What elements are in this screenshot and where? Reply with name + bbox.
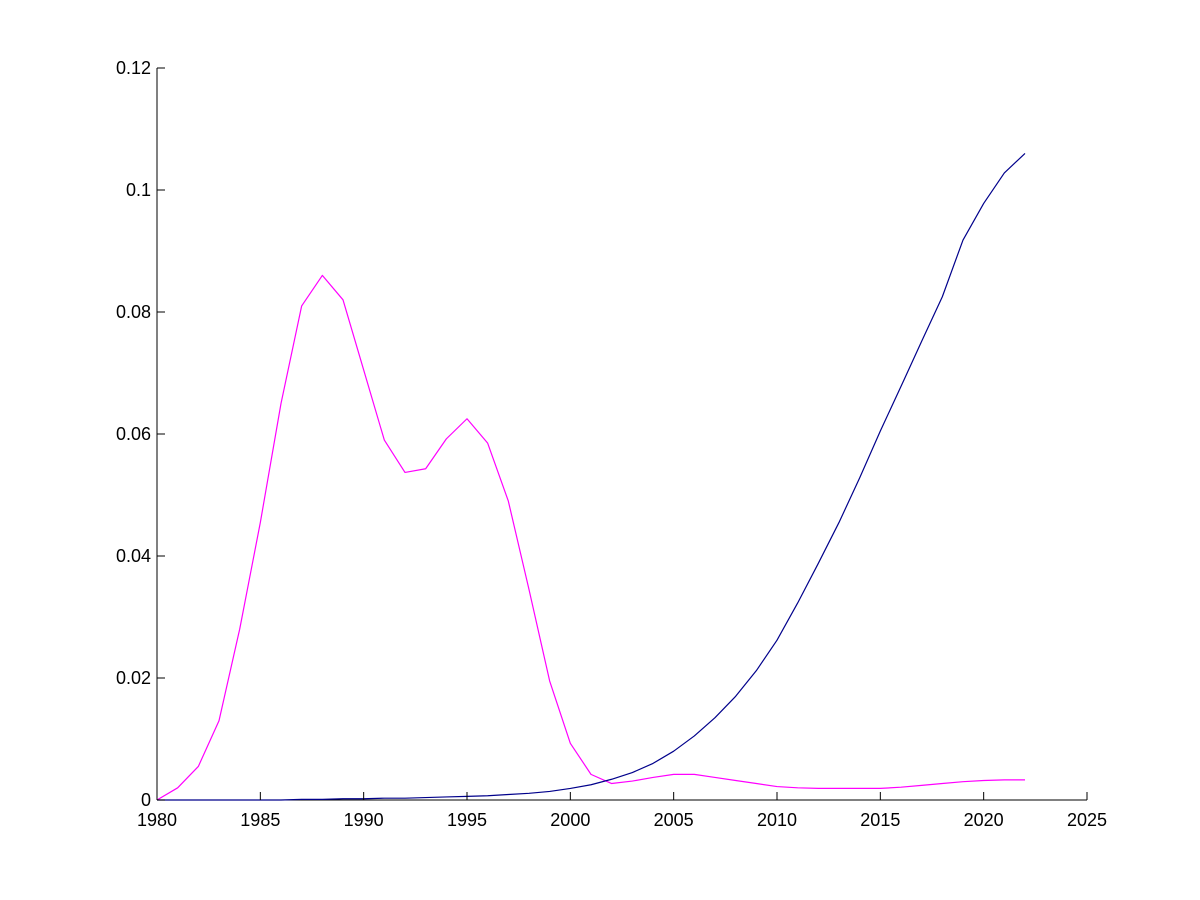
series-layer [156, 152, 1026, 801]
series-line-2 [157, 152, 1026, 801]
x-tick-label: 1985 [240, 810, 280, 830]
y-tick-label: 0 [141, 790, 151, 810]
x-tick-label: 1980 [137, 810, 177, 830]
x-tick-label: 2005 [654, 810, 694, 830]
x-tick-label: 2020 [964, 810, 1004, 830]
x-tick-label: 2015 [860, 810, 900, 830]
x-tick-label: 2000 [550, 810, 590, 830]
y-axis-ticks: 0 0.02 0.04 0.06 0.08 0.1 0.12 [116, 58, 165, 810]
axes [156, 68, 1087, 801]
y-tick-label: 0.12 [116, 58, 151, 78]
x-axis-ticks: 1980 1985 1990 1995 2000 2005 2010 2015 2020 2025 [137, 792, 1107, 830]
y-tick-label: 0.08 [116, 302, 151, 322]
x-tick-label: 2010 [757, 810, 797, 830]
x-tick-label: 1990 [344, 810, 384, 830]
series-line-1 [156, 274, 1025, 801]
y-tick-label: 0.02 [116, 668, 151, 688]
x-tick-label: 1995 [447, 810, 487, 830]
x-tick-label: 2025 [1067, 810, 1107, 830]
y-tick-label: 0.04 [116, 546, 151, 566]
y-tick-label: 0.06 [116, 424, 151, 444]
y-tick-label: 0.1 [126, 180, 151, 200]
